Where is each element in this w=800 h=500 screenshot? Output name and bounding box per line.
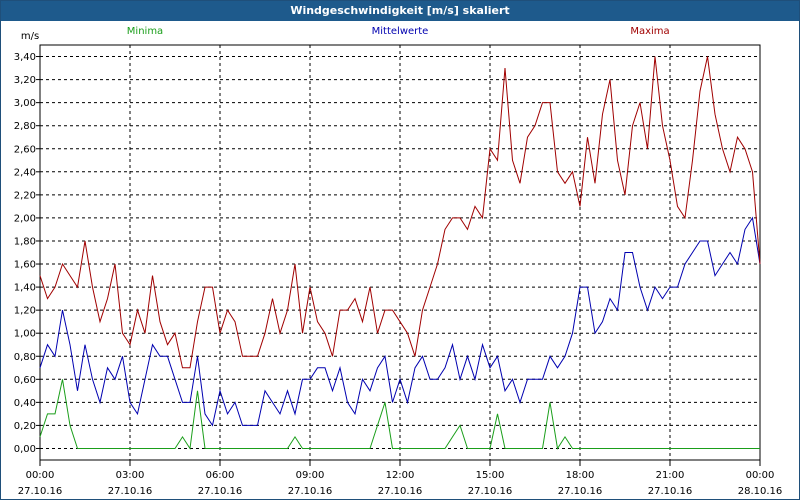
x-tick-label-date: 27.10.16 bbox=[378, 486, 423, 497]
series-line-mittelwerte bbox=[39, 216, 761, 427]
chart-title: Windgeschwindigkeit [m/s] skaliert bbox=[1, 1, 799, 21]
y-tick-label: 2,20 bbox=[14, 190, 36, 201]
x-tick-label-time: 15:00 bbox=[476, 470, 505, 481]
y-tick-label: 2,00 bbox=[14, 213, 36, 224]
y-tick-label: 2,60 bbox=[14, 144, 36, 155]
x-tick-label-date: 28.10.16 bbox=[738, 486, 783, 497]
y-tick-label: 1,60 bbox=[14, 260, 36, 271]
x-tick-label-time: 00:00 bbox=[26, 470, 55, 481]
x-tick-label-time: 21:00 bbox=[656, 470, 685, 481]
x-tick-label-date: 27.10.16 bbox=[558, 486, 603, 497]
plot-area bbox=[39, 44, 761, 461]
x-tick-label-time: 09:00 bbox=[296, 470, 325, 481]
y-tick-label: 0,20 bbox=[14, 421, 36, 432]
x-tick-label-time: 18:00 bbox=[566, 470, 595, 481]
x-tick-label-time: 03:00 bbox=[116, 470, 145, 481]
x-tick-label-date: 27.10.16 bbox=[648, 486, 693, 497]
y-tick-label: 3,40 bbox=[14, 52, 36, 63]
y-tick-label: 1,00 bbox=[14, 329, 36, 340]
y-tick-label: 2,80 bbox=[14, 121, 36, 132]
x-tick-label-time: 12:00 bbox=[386, 470, 415, 481]
y-tick-label: 1,20 bbox=[14, 306, 36, 317]
y-tick-label: 3,20 bbox=[14, 75, 36, 86]
y-axis-label: m/s bbox=[21, 31, 39, 42]
x-tick-label-date: 27.10.16 bbox=[18, 486, 63, 497]
x-tick-label-time: 00:00 bbox=[746, 470, 775, 481]
series-line-minima bbox=[39, 379, 760, 450]
y-tick-label: 0,00 bbox=[14, 444, 36, 455]
x-tick-label-date: 27.10.16 bbox=[288, 486, 333, 497]
x-tick-label-date: 27.10.16 bbox=[108, 486, 153, 497]
y-tick-label: 3,00 bbox=[14, 98, 36, 109]
x-tick-label-date: 27.10.16 bbox=[198, 486, 243, 497]
y-tick-label: 0,40 bbox=[14, 398, 36, 409]
y-tick-label: 2,40 bbox=[14, 167, 36, 178]
legend-maxima: Maxima bbox=[630, 26, 669, 37]
legend-minima: Minima bbox=[127, 26, 163, 37]
x-tick-label-time: 06:00 bbox=[206, 470, 235, 481]
legend-mittelwerte: Mittelwerte bbox=[372, 26, 429, 37]
series-line-maxima bbox=[39, 56, 761, 369]
y-tick-label: 1,40 bbox=[14, 283, 36, 294]
y-tick-label: 0,80 bbox=[14, 352, 36, 363]
y-tick-label: 0,60 bbox=[14, 375, 36, 386]
y-tick-label: 1,80 bbox=[14, 236, 36, 247]
x-tick-label-date: 27.10.16 bbox=[468, 486, 513, 497]
